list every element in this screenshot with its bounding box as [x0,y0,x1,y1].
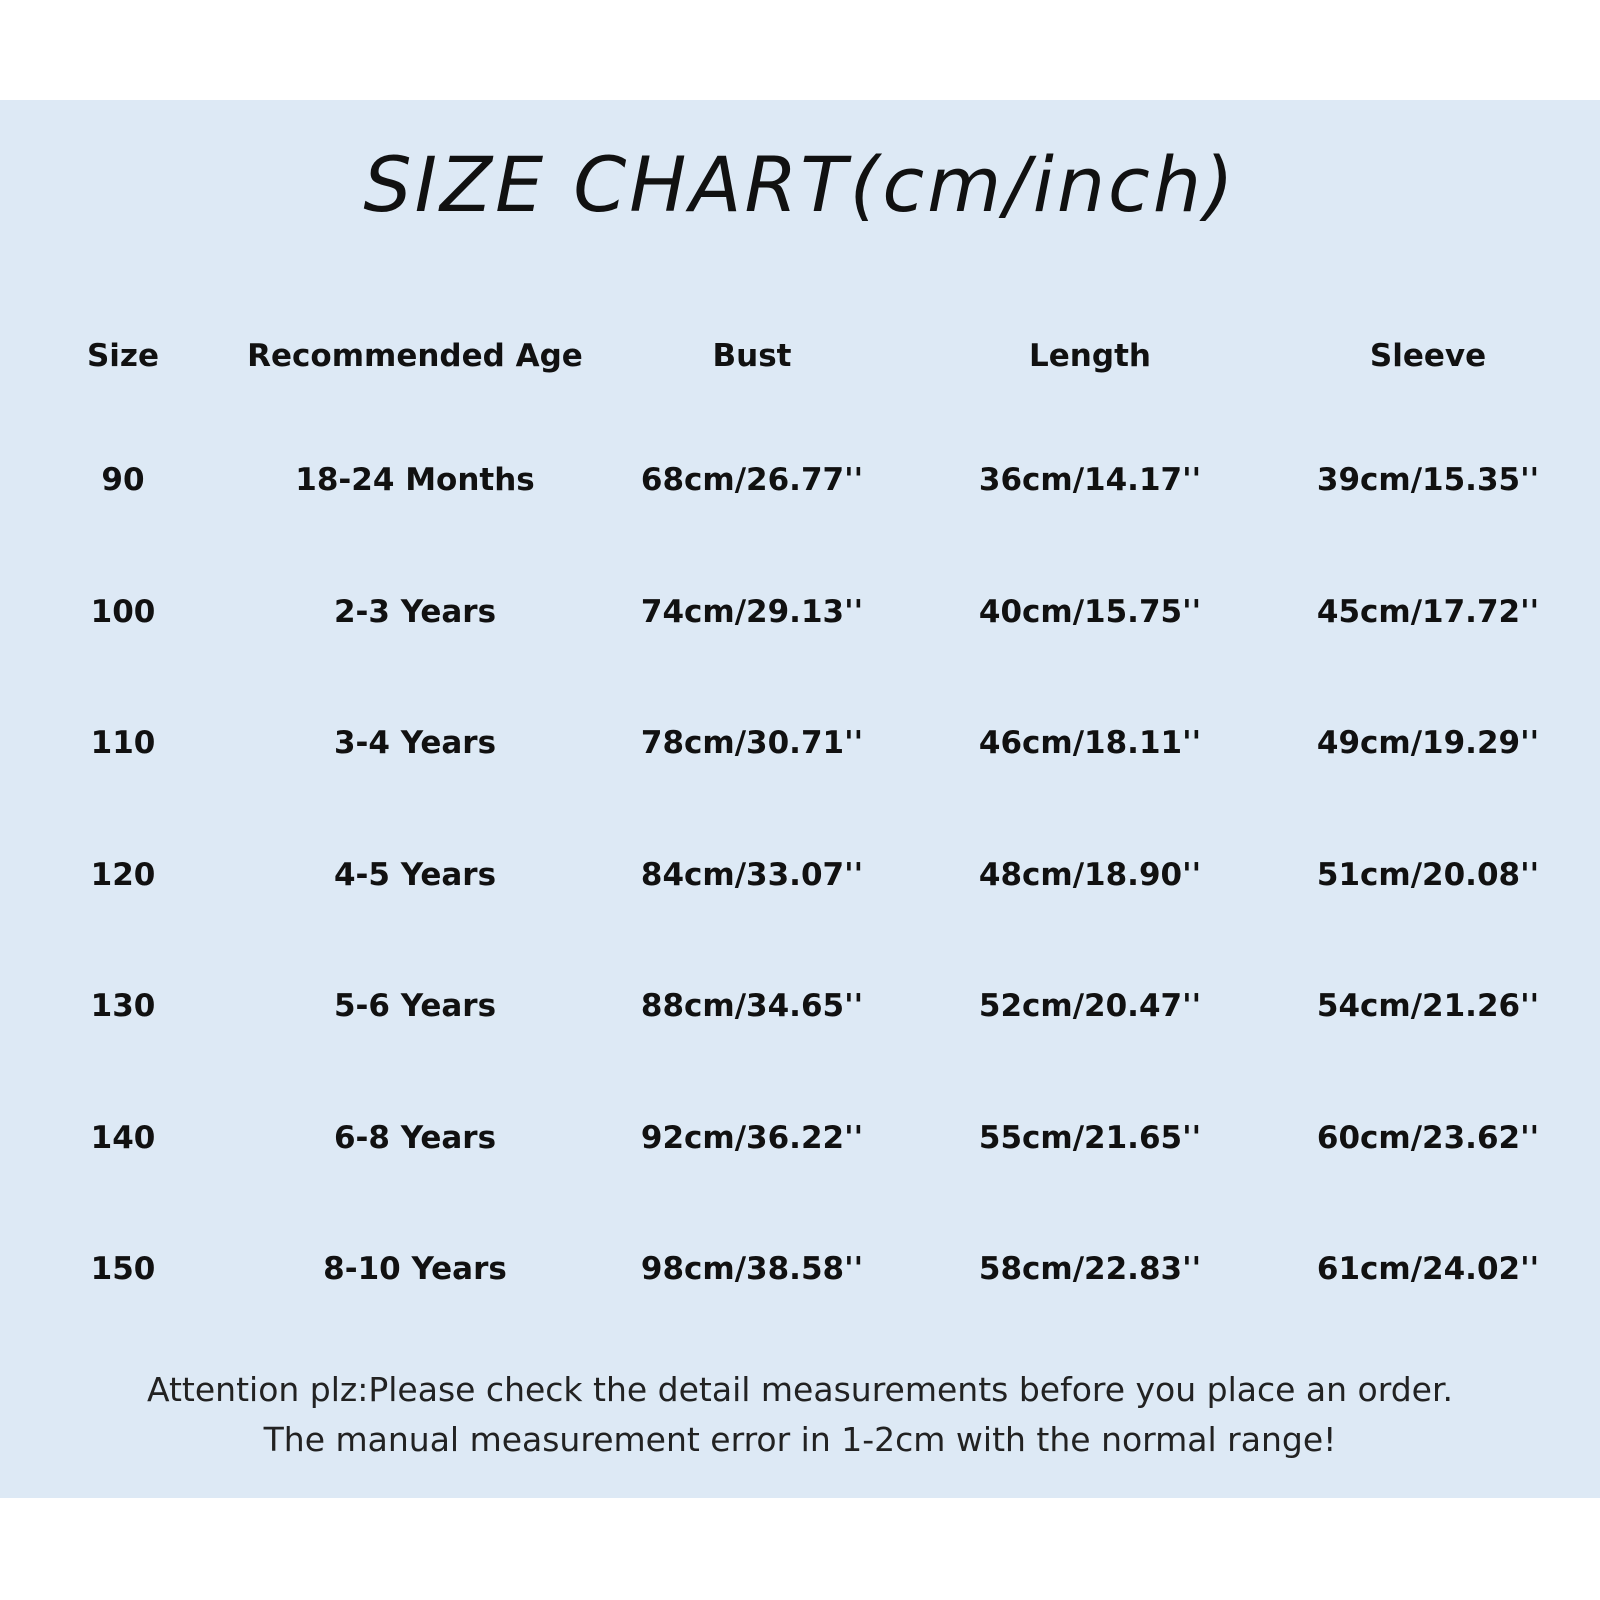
cell-bust: 92cm/36.22'' [640,1119,864,1156]
cell-length: 48cm/18.90'' [978,856,1202,893]
header-sleeve: Sleeve [1369,338,1487,374]
cell-recommended-age: 18-24 Months [295,462,535,498]
cell-size: 120 [90,856,156,893]
cell-bust: 88cm/34.65'' [640,988,864,1024]
cell-bust: 84cm/33.07'' [640,856,864,893]
cell-length: 52cm/20.47'' [978,988,1202,1024]
cell-size: 90 [101,462,145,498]
header-bust: Bust [712,338,792,374]
cell-bust: 78cm/30.71'' [640,725,864,761]
cell-sleeve: 61cm/24.02'' [1316,1251,1540,1287]
size-chart-panel [0,100,1600,1498]
cell-size: 140 [90,1119,156,1156]
cell-length: 55cm/21.65'' [978,1119,1202,1156]
attention-note: Attention plz:Please check the detail me… [147,1370,1453,1409]
cell-recommended-age: 3-4 Years [333,725,497,761]
cell-sleeve: 51cm/20.08'' [1316,856,1540,893]
cell-recommended-age: 5-6 Years [333,988,497,1024]
measurement-note: The manual measurement error in 1-2cm wi… [263,1420,1337,1459]
cell-recommended-age: 2-3 Years [333,593,497,630]
cell-bust: 68cm/26.77'' [640,462,864,498]
page-title: SIZE CHART(cm/inch) [363,140,1237,229]
cell-length: 46cm/18.11'' [978,725,1202,761]
header-length: Length [1029,338,1151,374]
cell-bust: 98cm/38.58'' [640,1251,864,1287]
cell-length: 40cm/15.75'' [978,593,1202,630]
cell-size: 130 [90,988,156,1024]
cell-sleeve: 45cm/17.72'' [1316,593,1540,630]
header-recommended-age: Recommended Age [247,338,583,374]
cell-size: 110 [90,725,156,761]
cell-length: 36cm/14.17'' [978,462,1202,498]
cell-size: 150 [90,1251,156,1287]
cell-length: 58cm/22.83'' [978,1251,1202,1287]
cell-sleeve: 39cm/15.35'' [1316,462,1540,498]
cell-sleeve: 54cm/21.26'' [1316,988,1540,1024]
cell-sleeve: 49cm/19.29'' [1316,725,1540,761]
header-size: Size [86,338,160,374]
cell-size: 100 [90,593,156,630]
cell-sleeve: 60cm/23.62'' [1316,1119,1540,1156]
cell-recommended-age: 6-8 Years [333,1119,497,1156]
cell-recommended-age: 8-10 Years [323,1251,507,1287]
cell-bust: 74cm/29.13'' [640,593,864,630]
cell-recommended-age: 4-5 Years [333,856,497,893]
